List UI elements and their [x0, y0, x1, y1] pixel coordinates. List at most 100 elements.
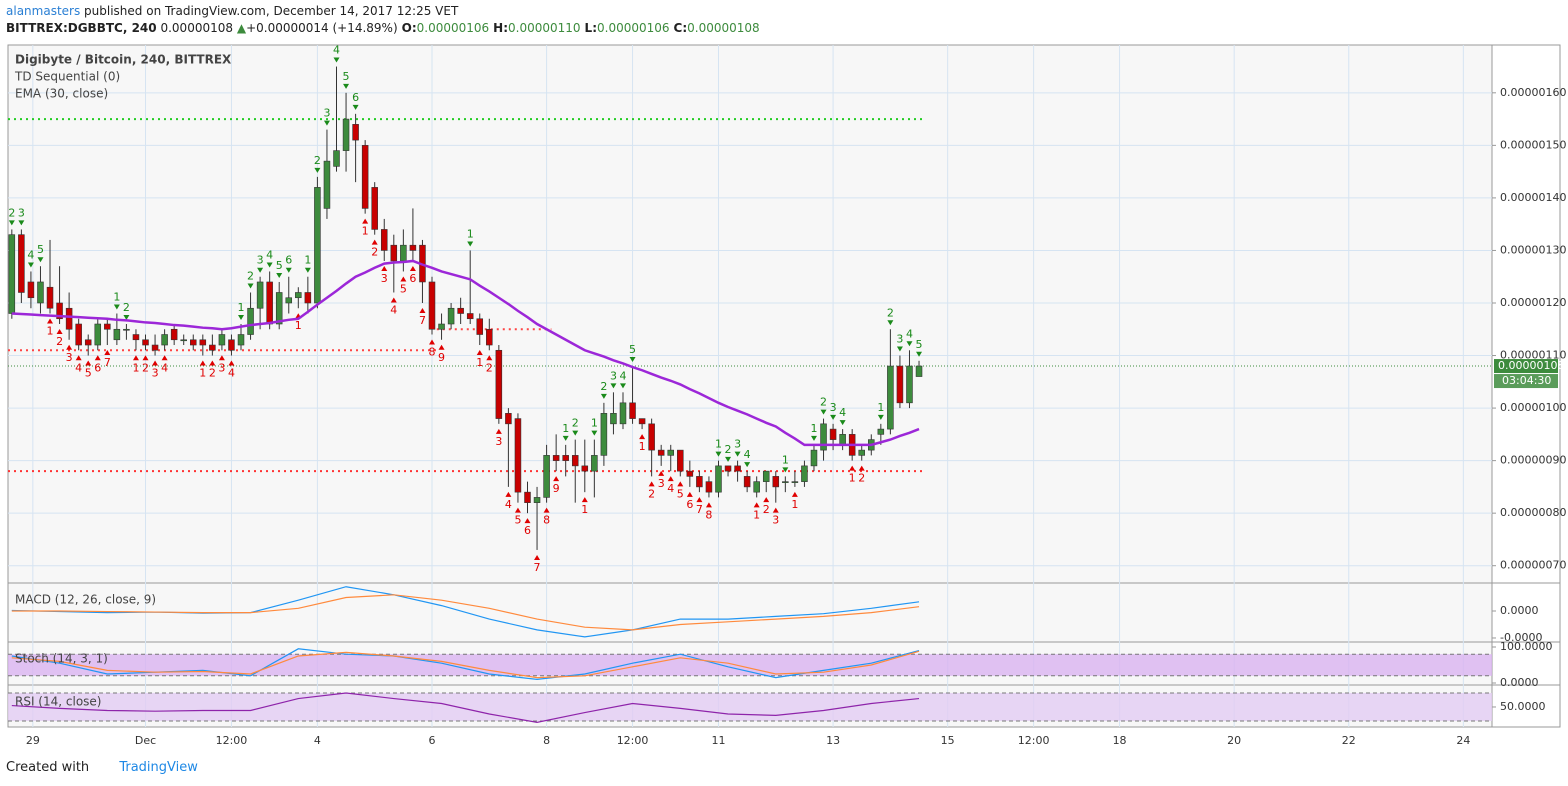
td-buy-marker [199, 360, 206, 366]
td-buy-label: 4 [390, 303, 397, 316]
td-buy-label: 5 [85, 367, 92, 380]
candle-body [438, 323, 445, 330]
td-sell-label: 2 [572, 417, 579, 430]
td-buy-marker [209, 360, 216, 366]
td-sell-marker [782, 467, 789, 473]
ohlc-key: H: [493, 21, 509, 35]
candle-body [170, 328, 178, 341]
price: 0.00000108 [160, 21, 233, 35]
td-sell-label: 1 [113, 291, 120, 304]
candle-body [75, 323, 82, 346]
candle-body [591, 455, 598, 472]
td-buy-label: 1 [362, 225, 369, 238]
td-buy-label: 2 [56, 335, 63, 348]
td-buy-label: 3 [772, 514, 779, 527]
td-buy-marker [66, 344, 73, 350]
td-buy-marker [543, 507, 550, 513]
candle-body [514, 418, 522, 493]
x-tick-label: 11 [711, 734, 725, 747]
last-price-label: 0.00000108 [1498, 359, 1564, 372]
td-sell-marker [715, 451, 722, 457]
td-sell-marker [916, 351, 923, 357]
candle-body [266, 281, 273, 325]
candle-body [705, 481, 713, 493]
td-buy-marker [553, 476, 560, 482]
candle-body [543, 455, 550, 498]
candle-body [715, 465, 722, 493]
candle-body [27, 281, 35, 299]
candle-body [247, 307, 254, 335]
td-sell-marker [562, 435, 569, 441]
td-buy-marker [132, 355, 139, 361]
td-buy-label: 4 [667, 482, 674, 495]
td-buy-label: 8 [543, 514, 550, 527]
td-buy-label: 1 [295, 319, 302, 332]
td-buy-marker [161, 355, 168, 361]
td-buy-label: 1 [199, 367, 206, 380]
publish-text: published on TradingView.com, December 1… [84, 4, 459, 18]
td-buy-label: 1 [639, 440, 646, 453]
td-buy-marker [505, 491, 512, 497]
arrow: ▲ [236, 21, 247, 35]
td-sell-marker [820, 409, 827, 415]
td-buy-marker [94, 355, 101, 361]
td-sell-marker [333, 57, 340, 63]
td-sell-label: 2 [247, 269, 254, 282]
candle-body [275, 292, 283, 325]
candle-body [218, 334, 226, 346]
td-sell-label: 2 [600, 380, 607, 393]
td-sell-marker [830, 414, 837, 420]
y-tick-label: 100.0000 [1500, 640, 1553, 653]
symbol: BITTREX:DGBBTC, 240 [6, 21, 157, 35]
footer-text: Created with [6, 760, 90, 775]
x-tick-label: 8 [543, 734, 550, 747]
td-buy-marker [763, 497, 770, 503]
td-sell-label: 6 [352, 91, 359, 104]
td-sell-marker [725, 456, 732, 462]
candle-body [495, 349, 503, 419]
ohlc-key: O: [401, 21, 417, 35]
td-buy-marker [534, 554, 541, 560]
td-buy-label: 5 [400, 282, 407, 295]
td-sell-label: 3 [734, 438, 741, 451]
td-buy-marker [75, 355, 82, 361]
band [8, 654, 1492, 676]
td-buy-marker [658, 470, 665, 476]
td-sell-label: 4 [27, 248, 34, 261]
brand[interactable]: TradingView [119, 760, 198, 775]
td-buy-marker [648, 481, 655, 487]
x-tick-label: Dec [135, 734, 156, 747]
x-tick-label: 12:00 [1018, 734, 1050, 747]
y-tick-label: 0.00000120 [1500, 296, 1566, 309]
td-sell-marker [8, 220, 15, 226]
td-sell-marker [323, 120, 330, 126]
candle-body [228, 339, 235, 351]
td-sell-label: 5 [343, 70, 350, 83]
td-sell-marker [123, 315, 130, 321]
candle-body [533, 497, 541, 503]
td-buy-marker [686, 491, 693, 497]
candle-body [562, 455, 569, 461]
candle-body [256, 281, 264, 309]
candle-body [686, 470, 694, 477]
candle-body [858, 449, 865, 456]
td-buy-marker [152, 360, 159, 366]
td-sell-marker [238, 315, 245, 321]
td-buy-marker [524, 518, 531, 524]
plot-background [7, 44, 1493, 728]
candle-body [295, 292, 302, 299]
td-sell-label: 5 [276, 259, 283, 272]
td-buy-label: 2 [371, 246, 378, 259]
td-sell-marker [343, 83, 350, 89]
indicator-line [11, 650, 920, 679]
candle-body [696, 476, 703, 488]
candle-body [486, 328, 493, 346]
candle-body [505, 413, 512, 425]
td-sell-label: 1 [715, 438, 722, 451]
author[interactable]: alanmasters [6, 4, 81, 18]
td-buy-label: 1 [753, 508, 760, 521]
candle-body [762, 470, 770, 482]
candle-body [734, 465, 741, 472]
candle-body [839, 434, 846, 446]
